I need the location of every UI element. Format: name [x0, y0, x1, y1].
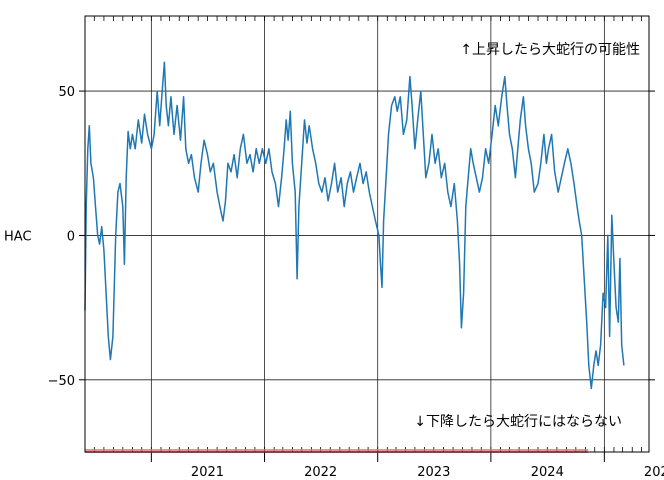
x-tick-labels: 2021 2022 2023 2024 2025 — [191, 465, 664, 480]
y-tick-labels: 50 0 −50 — [48, 85, 75, 389]
annotation-up: ↑上昇したら大蛇行の可能性 — [460, 42, 640, 58]
major-ticks — [79, 90, 655, 462]
y-tick-label-50: 50 — [58, 85, 75, 100]
x-tick-label-2024: 2024 — [531, 465, 564, 480]
x-tick-label-2021: 2021 — [191, 465, 224, 480]
y-tick-label--50: −50 — [48, 374, 75, 389]
y-tick-label-0: 0 — [67, 229, 75, 244]
x-tick-label-2025: 2025 — [644, 465, 664, 480]
plot-frame — [84, 15, 650, 453]
y-axis-label: HAC — [4, 229, 32, 244]
annotation-down: ↓下降したら大蛇行にはならない — [414, 414, 622, 430]
minor-ticks — [93, 16, 642, 452]
x-tick-label-2022: 2022 — [304, 465, 337, 480]
series-line-hac — [84, 61, 625, 390]
grid-lines — [85, 16, 649, 452]
x-tick-label-2023: 2023 — [417, 465, 450, 480]
